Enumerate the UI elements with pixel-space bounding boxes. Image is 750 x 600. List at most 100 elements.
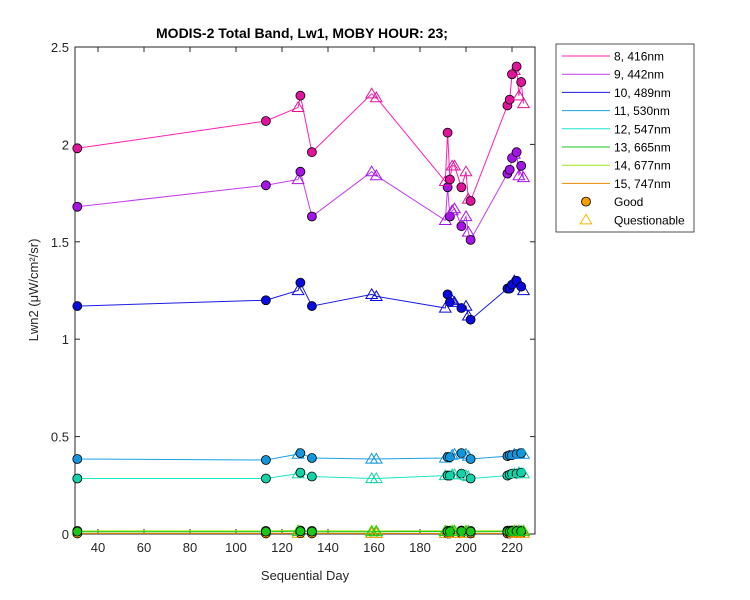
- y-tick-label: 2: [62, 137, 69, 152]
- data-point-questionable: [447, 295, 462, 307]
- data-point-questionable: [369, 169, 383, 181]
- data-point-questionable: [516, 447, 531, 459]
- data-point-good: [306, 526, 317, 537]
- data-point-good: [465, 473, 476, 484]
- data-point-questionable: [369, 525, 383, 537]
- data-point-good: [260, 455, 271, 465]
- data-point-good: [260, 180, 271, 191]
- data-point-good: [516, 77, 527, 87]
- data-point-questionable: [516, 97, 531, 109]
- legend-entry-label: 12, 547nm: [614, 122, 671, 136]
- data-point-questionable: [516, 524, 531, 536]
- data-point-good: [72, 143, 83, 154]
- data-point-good: [456, 221, 467, 232]
- x-tick-label: 100: [225, 540, 247, 555]
- data-point-good: [295, 526, 306, 537]
- y-tick-label: 2.5: [51, 40, 69, 55]
- data-point-questionable: [369, 91, 383, 103]
- y-tick-label: 0.5: [51, 430, 69, 445]
- x-tick-label: 120: [271, 540, 293, 555]
- legend-box: [555, 43, 695, 233]
- data-point-questionable: [369, 289, 383, 301]
- data-point-good: [306, 471, 317, 482]
- x-tick-label: 40: [91, 540, 105, 555]
- data-point-questionable: [459, 210, 473, 222]
- y-axis-label: Lwn2 (μW/cm²/sr): [26, 239, 41, 342]
- legend-entry-label: 11, 530nm: [614, 104, 670, 118]
- data-point-good: [306, 301, 317, 311]
- data-point-questionable: [512, 89, 526, 101]
- legend-questionable-marker: [579, 213, 593, 225]
- data-point-questionable: [516, 467, 531, 479]
- data-point-questionable: [291, 100, 305, 113]
- data-point-good: [511, 61, 522, 72]
- data-point-good: [465, 314, 476, 325]
- legend-good-marker: [581, 196, 591, 207]
- data-point-good: [465, 454, 476, 464]
- data-point-good: [306, 211, 317, 222]
- legend-questionable-label: Questionable: [614, 213, 685, 227]
- x-tick-label: 140: [317, 540, 339, 555]
- legend-entry-label: 8, 416nm: [614, 50, 664, 64]
- x-axis-label: Sequential Day: [261, 568, 350, 583]
- data-point-good: [260, 116, 271, 126]
- x-tick-label: 220: [501, 540, 523, 555]
- data-point-questionable: [369, 526, 383, 539]
- data-point-good: [72, 201, 83, 212]
- data-point-good: [444, 211, 455, 222]
- data-point-good: [260, 473, 271, 484]
- data-point-questionable: [516, 284, 531, 296]
- data-point-questionable: [291, 172, 305, 185]
- data-point-good: [260, 295, 271, 306]
- data-point-good: [72, 454, 83, 464]
- data-point-good: [516, 160, 527, 171]
- data-point-good: [295, 90, 306, 101]
- data-point-good: [444, 174, 455, 185]
- y-tick-label: 1: [62, 332, 69, 347]
- legend: 8, 416nm 9, 442nm 10, 489nm 11, 530nm 12, 54…: [555, 43, 695, 233]
- y-tick-label: 0: [62, 527, 69, 542]
- data-point-good: [72, 526, 83, 537]
- plot-area: 40 60 80 100 120 140 160 180 200 220 0 0.5 1 1.5 2 2.5: [51, 40, 536, 555]
- data-point-questionable: [445, 293, 459, 305]
- data-point-good: [72, 301, 83, 311]
- data-point-good: [295, 166, 306, 177]
- data-point-good: [511, 147, 522, 158]
- chart-title: MODIS-2 Total Band, Lw1, MOBY HOUR: 23;: [156, 25, 448, 41]
- data-point-good: [456, 448, 467, 459]
- x-tick-label: 200: [455, 540, 477, 555]
- data-point-good: [295, 277, 306, 288]
- data-point-good: [442, 127, 453, 138]
- x-tick-label: 180: [409, 540, 431, 555]
- x-tick-label: 60: [137, 540, 151, 555]
- legend-entry-label: 9, 442nm: [614, 68, 664, 82]
- data-point-good: [465, 526, 476, 537]
- data-point-questionable: [447, 159, 462, 171]
- x-tick-label: 80: [183, 540, 197, 555]
- legend-entry-label: 14, 677nm: [614, 159, 671, 173]
- legend-entry-label: 13, 665nm: [614, 141, 671, 155]
- data-point-good: [306, 147, 317, 158]
- data-point-good: [295, 467, 306, 478]
- legend-good-label: Good: [614, 195, 643, 209]
- data-point-good: [465, 234, 476, 245]
- data-point-good: [504, 164, 515, 175]
- data-point-questionable: [459, 165, 473, 177]
- data-point-questionable: [516, 171, 531, 183]
- data-point-questionable: [291, 284, 305, 296]
- data-point-questionable: [459, 299, 473, 311]
- data-point-good: [306, 453, 317, 463]
- data-point-questionable: [447, 202, 462, 214]
- data-point-questionable: [445, 448, 459, 460]
- data-point-questionable: [438, 301, 452, 313]
- data-point-questionable: [445, 204, 459, 216]
- data-point-good: [465, 195, 476, 206]
- data-point-questionable: [369, 452, 383, 464]
- data-point-good: [295, 448, 306, 459]
- data-point-questionable: [369, 472, 383, 484]
- data-point-questionable: [365, 87, 379, 99]
- data-point-good: [260, 526, 271, 537]
- legend-entry-label: 10, 489nm: [614, 86, 671, 100]
- x-tick-label: 160: [363, 540, 385, 555]
